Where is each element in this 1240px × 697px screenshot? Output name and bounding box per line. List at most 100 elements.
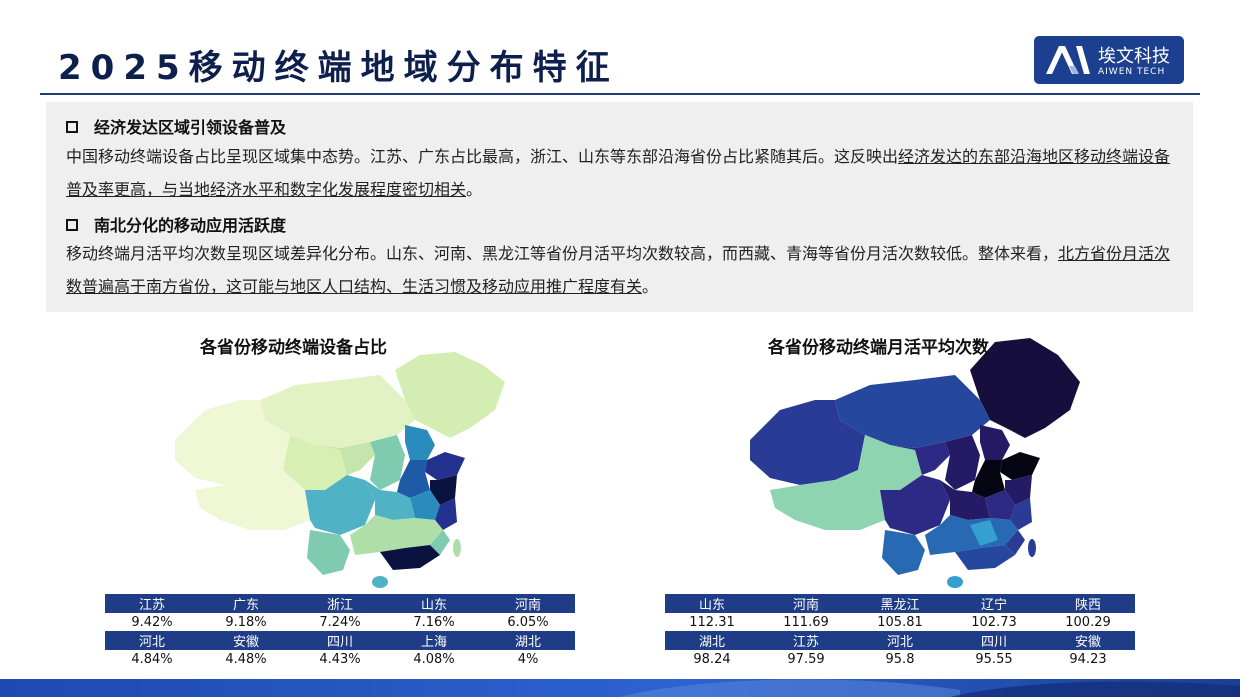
active-value: 98.24 [665,650,759,668]
province-name: 黑龙江 [853,594,947,613]
map-region [410,490,440,520]
map-region [1000,452,1040,480]
map-region [1005,475,1032,505]
map-region [365,480,415,520]
active-value: 102.73 [947,613,1041,631]
section1-emphasis: 经济发达的东部沿海地区移动终端设备普及率更高，与当地经济水平和数字化发展程度密切… [66,147,1171,199]
province-name: 河北 [105,631,199,650]
aiwen-logo-icon [1046,46,1090,74]
table-value-row: 98.24 97.59 95.8 95.55 94.23 [665,650,1135,668]
share-value: 4.08% [387,650,481,668]
device-share-map [175,352,505,588]
map-region [890,442,950,475]
province-name: 湖北 [481,631,575,650]
section2-text: 移动终端月活平均次数呈现区域差异化分布。山东、河南、黑龙江等省份月活平均次数较高… [66,244,1171,296]
province-name: 山东 [665,594,759,613]
active-value: 95.55 [947,650,1041,668]
map-region [380,545,440,570]
province-name: 河北 [853,631,947,650]
province-name: 陕西 [1041,594,1135,613]
table-header-row: 江苏 广东 浙江 山东 河南 [105,594,575,613]
map-region [453,539,461,557]
province-name: 上海 [387,631,481,650]
title-divider [40,93,1200,95]
active-value: 111.69 [759,613,853,631]
map-region [175,400,290,485]
map-region [372,576,388,588]
share-value: 9.42% [105,613,199,631]
province-name: 四川 [947,631,1041,650]
section2-emphasis: 北方省份月活次数普遍高于南方省份，这可能与地区人口结构、生活习惯及移动应用推广程… [66,244,1171,296]
map-region [195,470,310,530]
province-name: 四川 [293,631,387,650]
share-value: 6.05% [481,613,575,631]
map-region [970,520,998,546]
province-name: 广东 [199,594,293,613]
map-region [397,460,430,498]
active-value: 112.31 [665,613,759,631]
share-value: 7.24% [293,613,387,631]
map-region [980,425,1010,460]
share-value: 4.43% [293,650,387,668]
share-value: 4% [481,650,575,668]
table-header-row: 山东 河南 黑龙江 辽宁 陕西 [665,594,1135,613]
active-value: 100.29 [1041,613,1135,631]
province-name: 安徽 [199,631,293,650]
table-value-row: 4.84% 4.48% 4.43% 4.08% 4% [105,650,575,668]
map-region [430,530,450,555]
map-region [770,470,885,530]
map-region [307,530,350,575]
province-name: 河南 [759,594,853,613]
table-value-row: 9.42% 9.18% 7.24% 7.16% 6.05% [105,613,575,631]
map-region [435,498,457,530]
square-bullet-icon [66,121,78,133]
map-region [283,435,347,490]
section2-heading: 南北分化的移动应用活跃度 [66,212,286,236]
map-region [425,452,465,480]
active-value: 94.23 [1041,650,1135,668]
map-region [395,352,505,438]
table-header-row: 湖北 江苏 河北 四川 安徽 [665,631,1135,650]
device-share-table: 江苏 广东 浙江 山东 河南 9.42% 9.18% 7.24% 7.16% 6… [105,594,575,668]
map-region [370,435,405,490]
active-value: 95.8 [853,650,947,668]
map-region [350,515,443,555]
active-value: 105.81 [853,613,947,631]
map-region [940,480,990,520]
map-region [880,475,950,535]
right-map-title: 各省份移动终端月活平均次数 [768,338,989,358]
map-region [1028,539,1036,557]
logo-text-cn: 埃文科技 [1098,46,1170,67]
map-region [970,338,1080,438]
left-map-title: 各省份移动终端设备占比 [200,338,387,358]
map-region [858,435,922,490]
monthly-active-table: 山东 河南 黑龙江 辽宁 陕西 112.31 111.69 105.81 102… [665,594,1135,668]
map-region [955,545,1015,570]
share-value: 4.48% [199,650,293,668]
section1-heading: 经济发达区域引领设备普及 [66,114,286,138]
share-value: 9.18% [199,613,293,631]
map-region [260,375,415,448]
share-value: 4.84% [105,650,199,668]
section1-text: 中国移动终端设备占比呈现区域集中态势。江苏、广东占比最高，浙江、山东等东部沿海省… [66,147,1171,199]
table-header-row: 河北 安徽 四川 上海 湖北 [105,631,575,650]
monthly-active-map [750,338,1080,588]
map-region [405,425,435,460]
table-value-row: 112.31 111.69 105.81 102.73 100.29 [665,613,1135,631]
logo-text-en: AIWEN TECH [1098,67,1166,77]
map-region [925,515,1018,555]
map-region [985,490,1015,520]
map-region [430,475,457,505]
province-name: 江苏 [105,594,199,613]
active-value: 97.59 [759,650,853,668]
map-region [972,460,1005,498]
map-region [1010,498,1032,530]
map-region [305,475,375,535]
province-name: 山东 [387,594,481,613]
map-region [945,435,980,490]
map-region [882,530,925,575]
footer-band [0,679,1240,697]
map-region [315,442,375,475]
province-name: 安徽 [1041,631,1135,650]
map-region [750,400,865,485]
